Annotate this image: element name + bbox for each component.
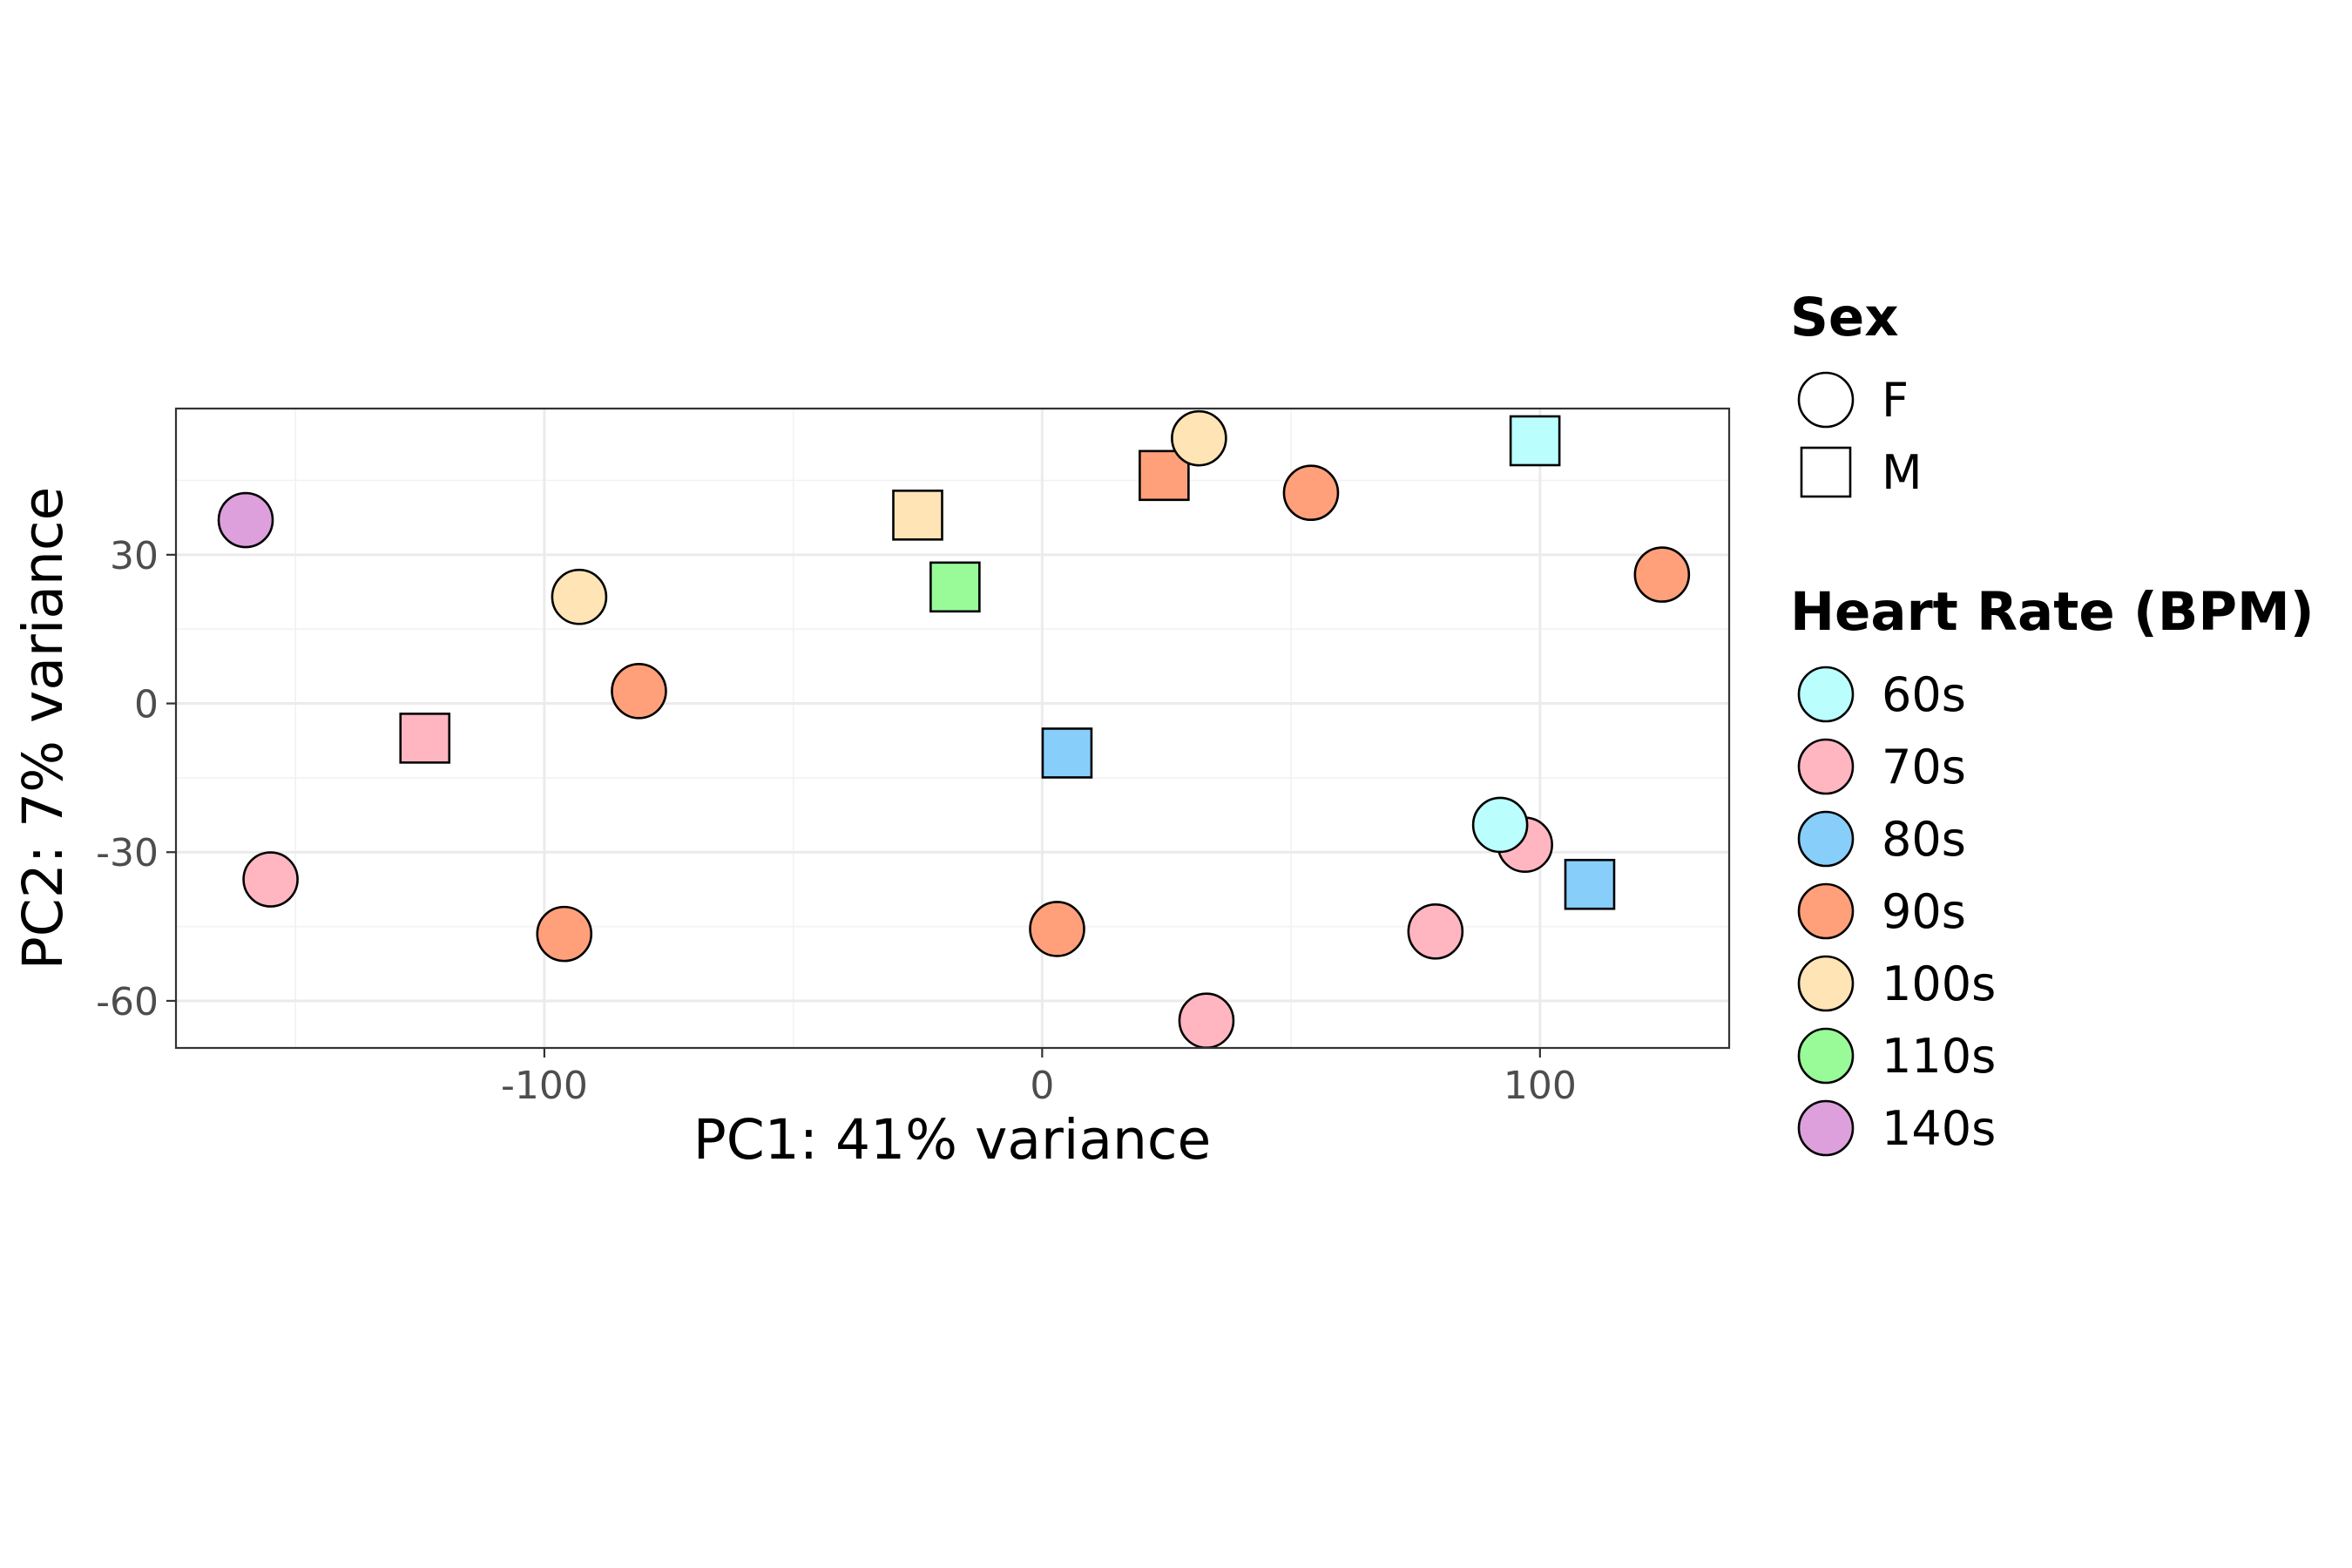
data-point-circle <box>242 851 299 908</box>
legend-heart-rate-label: 60s <box>1882 667 1966 722</box>
minor-gridlines <box>176 409 1729 1048</box>
data-point-circle <box>1282 464 1340 522</box>
data-point-circle <box>1178 992 1235 1050</box>
legend-key-circle <box>1797 371 1855 429</box>
legend-heart-rate-label: 80s <box>1882 812 1966 867</box>
y-tick-label: -60 <box>96 980 159 1024</box>
y-tick-label: 30 <box>110 534 159 578</box>
legend-key-color <box>1797 955 1855 1012</box>
legend-key-color <box>1797 882 1855 940</box>
legend-heart-rate-title: Heart Rate (BPM) <box>1790 581 2315 643</box>
legend-sex-label: F <box>1882 373 1909 428</box>
y-tick-label: -30 <box>96 831 159 875</box>
legend-heart-rate-label: 100s <box>1882 956 1996 1011</box>
legend-heart-rate-label: 110s <box>1882 1029 1996 1084</box>
data-point-circle <box>1029 901 1085 957</box>
y-axis: -60 -30 0 30 <box>96 534 176 1024</box>
x-axis-title: PC1: 41% variance <box>693 1108 1212 1172</box>
x-axis: -100 0 100 <box>501 1048 1577 1108</box>
data-point-circle <box>551 568 608 625</box>
x-tick-label: 100 <box>1504 1064 1577 1108</box>
data-point-circle <box>1171 409 1227 467</box>
legend-heart-rate-label: 70s <box>1882 740 1966 794</box>
y-axis-title: PC2: 7% variance <box>11 487 75 970</box>
plot-panel <box>174 407 1731 1050</box>
data-points <box>217 409 1691 1050</box>
data-point-square <box>892 490 943 541</box>
data-point-circle <box>611 663 667 720</box>
data-point-circle <box>536 905 593 963</box>
legend-key-color <box>1797 738 1855 795</box>
data-point-circle <box>1471 796 1529 854</box>
data-point-square <box>929 561 981 613</box>
data-point-circle <box>217 491 274 549</box>
data-point-square <box>1509 415 1561 467</box>
legend-heart-rate-label: 140s <box>1882 1101 1996 1156</box>
data-point-square <box>399 713 451 764</box>
legend-key-color <box>1797 1099 1855 1157</box>
data-point-square <box>1564 858 1616 910</box>
data-point-square <box>1041 727 1093 779</box>
data-point-circle <box>1633 546 1691 603</box>
legend-key-color <box>1797 810 1855 868</box>
data-point-circle <box>1407 902 1464 960</box>
legend-sex-label: M <box>1882 445 1923 500</box>
x-tick-label: -100 <box>501 1064 588 1108</box>
legend-sex: Sex FM <box>1790 287 1923 500</box>
panel-border <box>174 407 1731 1050</box>
x-tick-label: 0 <box>1030 1064 1054 1108</box>
y-tick-label: 0 <box>134 683 159 727</box>
legend-key-square <box>1800 446 1852 498</box>
legend-key-color <box>1797 1027 1855 1085</box>
legend-sex-title: Sex <box>1790 287 1899 348</box>
legend-key-color <box>1797 666 1855 723</box>
legend-heart-rate: Heart Rate (BPM) 60s 70s 80s 90s 100s 110s 140… <box>1790 581 2315 1157</box>
legend-heart-rate-label: 90s <box>1882 884 1966 939</box>
